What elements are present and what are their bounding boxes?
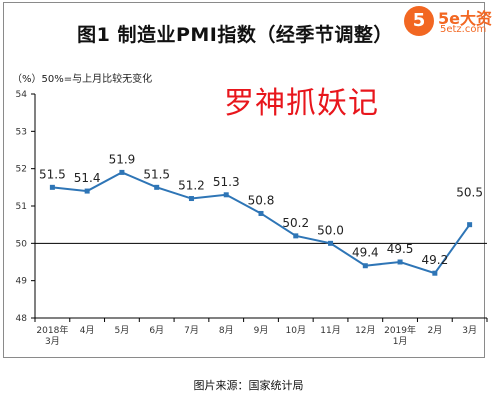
x-tick-label: 2018年 bbox=[36, 324, 68, 336]
data-label: 51.3 bbox=[213, 175, 240, 189]
chart-title: 图1 制造业PMI指数（经季节调整） bbox=[77, 24, 393, 46]
data-point bbox=[467, 222, 473, 228]
data-point bbox=[84, 188, 90, 194]
pmi-series: 51.5 51.4 51.9 51.5 51.2 51.3 50.8 50.2 50.0 49.4… bbox=[39, 152, 483, 276]
site-logo: 5 5e大资 5etz.com bbox=[404, 2, 494, 42]
data-point bbox=[432, 270, 438, 276]
chart-frame bbox=[3, 2, 485, 358]
data-label: 50.2 bbox=[282, 216, 309, 230]
x-tick-label: 5月 bbox=[115, 325, 130, 336]
x-tick-label: 2月 bbox=[427, 325, 442, 336]
data-point bbox=[258, 210, 264, 216]
data-point bbox=[188, 196, 194, 202]
x-tick-label: 1月 bbox=[393, 336, 408, 347]
x-tick-label: 10月 bbox=[286, 325, 306, 336]
x-tick-label: 2019年 bbox=[384, 324, 416, 336]
data-point bbox=[154, 184, 160, 190]
y-tick-label: 49 bbox=[16, 277, 28, 287]
data-label: 51.5 bbox=[39, 167, 66, 181]
data-label: 50.5 bbox=[456, 186, 483, 200]
y-tick-label: 48 bbox=[16, 314, 28, 324]
x-tick-label: 7月 bbox=[184, 325, 199, 336]
watermark-text: 罗神抓妖记 bbox=[224, 86, 379, 121]
x-tick-label: 3月 bbox=[462, 325, 477, 336]
x-tick-label: 6月 bbox=[149, 325, 164, 336]
y-tick-label: 54 bbox=[16, 90, 28, 100]
x-tick-label: 4月 bbox=[80, 325, 95, 336]
x-tick-label: 11月 bbox=[320, 325, 340, 336]
y-tick-label: 51 bbox=[16, 202, 27, 212]
logo-url: 5etz.com bbox=[440, 24, 487, 35]
data-point bbox=[49, 184, 55, 190]
y-tick-label: 50 bbox=[16, 239, 28, 249]
logo-text: 5e大资 bbox=[438, 9, 492, 28]
data-point bbox=[328, 240, 334, 246]
data-label: 49.2 bbox=[421, 253, 448, 267]
series-line bbox=[52, 171, 471, 275]
data-point bbox=[362, 263, 368, 269]
data-label: 50.0 bbox=[317, 223, 344, 237]
data-label: 51.5 bbox=[143, 167, 170, 181]
data-point bbox=[397, 259, 403, 265]
data-label: 51.2 bbox=[178, 179, 205, 193]
data-label: 50.8 bbox=[248, 193, 275, 207]
data-point bbox=[223, 192, 229, 198]
x-tick-label: 8月 bbox=[219, 325, 234, 336]
data-label: 49.5 bbox=[387, 242, 414, 256]
data-label: 49.4 bbox=[352, 246, 379, 260]
y-tick-label: 53 bbox=[16, 127, 27, 137]
x-tick-label: 12月 bbox=[355, 325, 375, 336]
x-tick-label: 3月 bbox=[45, 336, 60, 347]
x-tick-label: 9月 bbox=[254, 325, 269, 336]
data-label: 51.9 bbox=[109, 152, 136, 166]
y-tick-label: 52 bbox=[16, 165, 27, 175]
data-point bbox=[119, 169, 125, 175]
data-label: 51.4 bbox=[74, 171, 101, 185]
y-axis-note: （%）50%=与上月比较无变化 bbox=[12, 74, 153, 85]
image-source: 图片来源：国家统计局 bbox=[193, 379, 304, 392]
logo-mark-icon: 5 bbox=[404, 6, 434, 36]
data-point bbox=[293, 233, 299, 239]
